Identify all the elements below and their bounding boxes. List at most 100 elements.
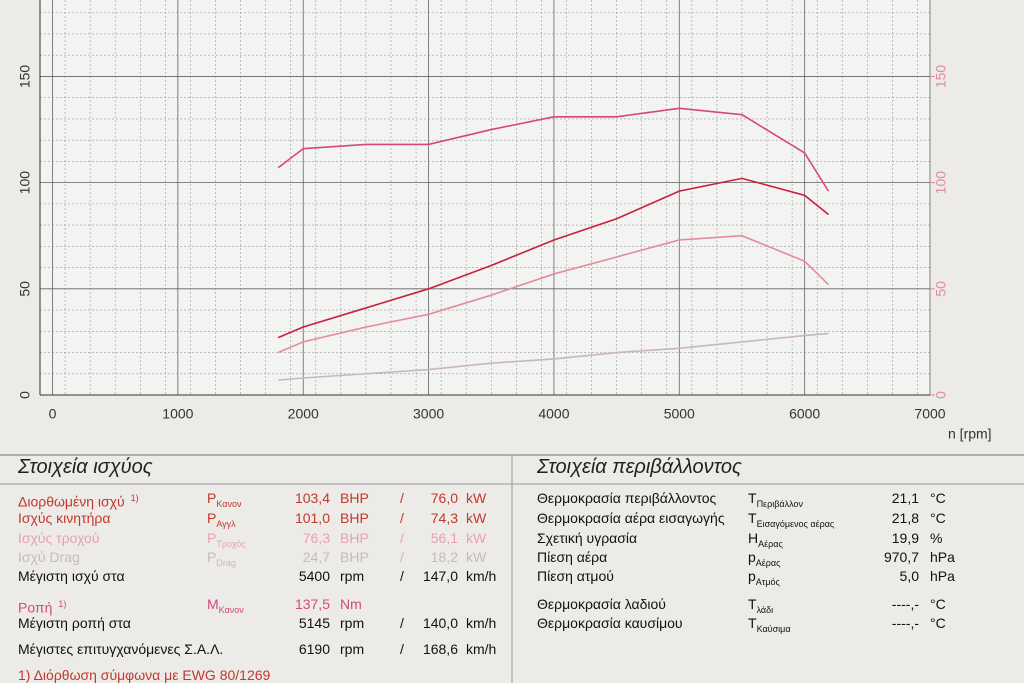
- value: 21,1: [891, 490, 919, 506]
- y-tick-label: 100: [17, 171, 33, 195]
- value: 21,8: [891, 510, 919, 526]
- unit: hPa: [930, 568, 955, 584]
- symbol-subscript: Αγγλ: [216, 519, 236, 529]
- environment-title: Στοιχεία περιβάλλοντος: [537, 456, 742, 478]
- symbol: T: [748, 615, 757, 631]
- separator: /: [400, 510, 404, 526]
- value: 140,0: [422, 615, 458, 631]
- row-label: Μέγιστη ροπή στα: [18, 615, 131, 631]
- separator: /: [400, 549, 404, 565]
- chart: 0 1000 2000 3000 4000 5000 6000 7000 0 50 100 150 0 5…: [17, 0, 992, 442]
- separator: /: [400, 641, 404, 657]
- value: 76,0: [430, 490, 458, 506]
- value: 5145: [298, 615, 330, 631]
- value: 24,7: [302, 549, 330, 565]
- x-axis-label: n [rpm]: [948, 426, 992, 442]
- value: 137,5: [294, 596, 330, 612]
- value: 5,0: [899, 568, 919, 584]
- unit: BHP: [340, 490, 369, 506]
- row-label: Θερμοκρασία λαδιού: [537, 596, 666, 612]
- x-tick-label: 0: [49, 406, 57, 422]
- separator: /: [400, 615, 404, 631]
- value: 76,3: [302, 530, 330, 546]
- unit: km/h: [466, 568, 497, 584]
- value: 5400: [298, 568, 330, 584]
- row-label: Θερμοκρασία περιβάλλοντος: [537, 490, 717, 506]
- unit: °C: [930, 596, 946, 612]
- row-label: Ισχύς κινητήρα: [18, 510, 111, 526]
- unit: °C: [930, 490, 946, 506]
- symbol-subscript: Κανον: [218, 605, 244, 615]
- symbol: P: [207, 530, 217, 546]
- x-tick-label: 7000: [914, 406, 945, 422]
- value: 103,4: [294, 490, 330, 506]
- row-symbol: PΚανον: [207, 490, 241, 512]
- power-title: Στοιχεία ισχύος: [18, 456, 153, 478]
- row-symbol: PΤροχός: [207, 530, 246, 552]
- value: ----,-: [891, 615, 919, 631]
- row-label: Ισχύς τροχού: [18, 530, 100, 546]
- row-label: Σχετική υγρασία: [537, 530, 638, 546]
- unit: °C: [930, 510, 946, 526]
- y2-tick-label: 0: [933, 391, 949, 399]
- unit: kW: [466, 490, 487, 506]
- symbol: T: [748, 490, 757, 506]
- unit: kW: [466, 549, 487, 565]
- y-tick-label: 50: [17, 281, 33, 297]
- value: 19,9: [891, 530, 919, 546]
- row-symbol: Tλάδι: [748, 596, 773, 618]
- row-label: Ισχύ Drag: [18, 549, 80, 565]
- y-tick-label: 150: [17, 65, 33, 89]
- x-tick-label: 2000: [288, 406, 319, 422]
- value: 56,1: [430, 530, 458, 546]
- y-tick-label: 0: [17, 391, 33, 399]
- row-label: Πίεση αέρα: [537, 549, 608, 565]
- symbol: T: [748, 510, 757, 526]
- symbol-subscript: Αέρας: [755, 558, 781, 568]
- row-label: Μέγιστες επιτυγχανόμενες Σ.Α.Λ.: [18, 641, 224, 657]
- row-symbol: pΑέρας: [748, 549, 780, 571]
- unit: kW: [466, 510, 487, 526]
- row-symbol: HΑέρας: [748, 530, 783, 552]
- row-label: Θερμοκρασία αέρα εισαγωγής: [537, 510, 725, 526]
- symbol: P: [207, 549, 217, 565]
- symbol: H: [748, 530, 759, 546]
- symbol: P: [207, 510, 217, 526]
- plot-area: [40, 0, 930, 395]
- row-label: Πίεση ατμού: [537, 568, 614, 584]
- series-line: [277, 177, 829, 339]
- x-tick-label: 4000: [538, 406, 569, 422]
- symbol-subscript: Περιβάλλον: [756, 499, 803, 509]
- row-symbol: pΑτμός: [748, 568, 780, 590]
- unit: rpm: [340, 641, 365, 657]
- note: 1): [58, 599, 67, 609]
- unit: km/h: [466, 641, 497, 657]
- symbol: p: [748, 549, 756, 565]
- value: 74,3: [430, 510, 458, 526]
- symbol: T: [748, 596, 757, 612]
- unit: rpm: [340, 568, 365, 584]
- symbol-subscript: Εισαγόμενος αέρας: [756, 519, 835, 529]
- unit: %: [930, 530, 943, 546]
- value: 101,0: [294, 510, 330, 526]
- symbol: p: [748, 568, 756, 584]
- symbol-subscript: Καύσιμα: [756, 624, 791, 634]
- row-label: Διορθωμένη ισχύ 1): [18, 493, 139, 510]
- unit: kW: [466, 530, 487, 546]
- x-tick-label: 3000: [413, 406, 444, 422]
- unit: BHP: [340, 549, 369, 565]
- row-label: Θερμοκρασία καυσίμου: [537, 615, 683, 631]
- row-label: Μέγιστη ισχύ στα: [18, 568, 125, 584]
- unit: Nm: [340, 596, 362, 612]
- value: 970,7: [883, 549, 919, 565]
- value: 147,0: [422, 568, 458, 584]
- unit: km/h: [466, 615, 497, 631]
- row-symbol: MΚανον: [207, 596, 244, 618]
- value: 6190: [298, 641, 330, 657]
- unit: °C: [930, 615, 946, 631]
- symbol-subscript: Κανον: [216, 499, 242, 509]
- symbol-subscript: Drag: [216, 558, 236, 568]
- value: ----,-: [891, 596, 919, 612]
- y2-tick-label: 50: [933, 281, 949, 297]
